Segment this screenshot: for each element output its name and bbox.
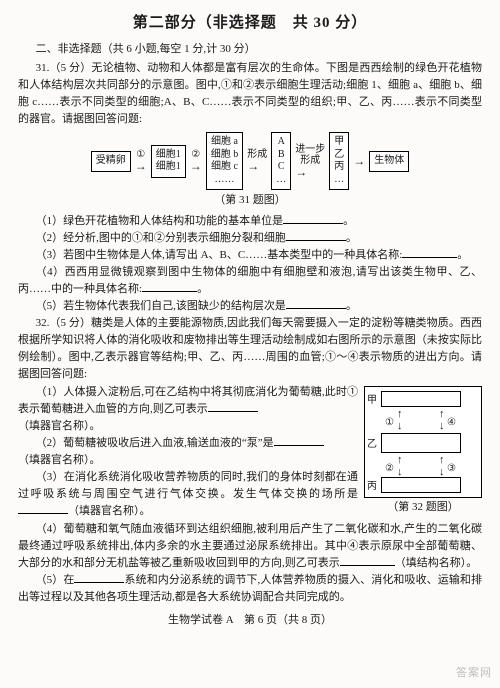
blank	[402, 247, 457, 257]
blank	[340, 556, 395, 566]
d31-arrow4-label: 进一步 形成	[295, 144, 325, 166]
q32-diagram: 甲 乙 丙 ↑ ↓ ① ↑ ↓ ④ ↑ ↓ ② ↑ ↓ ③ （第 32 题图）	[364, 386, 482, 519]
arrow-icon: →	[353, 155, 365, 168]
page-footer: 生物学试卷 A 第 6 页（共 8 页）	[18, 612, 482, 629]
q32-p5a: （5）在	[36, 574, 75, 586]
arrow-down-icon: ↓	[397, 421, 403, 432]
arrow-down-icon: ↓	[439, 467, 445, 478]
blank	[142, 281, 197, 291]
blank	[283, 213, 343, 223]
q31-diagram: 受精卵 ① → 细胞1 细胞1 ② → 细胞 a 细胞 b 细胞 c …… 形成…	[18, 132, 482, 190]
arrow-up-icon: ↑	[439, 455, 445, 466]
d31-node-2: 细胞1 细胞1	[151, 145, 186, 178]
arrow-icon: →	[295, 166, 307, 179]
arrow-up-icon: ↑	[397, 409, 403, 420]
watermark: 答案网	[456, 665, 492, 682]
q32-wrap: 32.（5 分）糖类是人体的主要能源物质,因此我们每天需要摄入一定的淀粉等糖类物…	[18, 315, 482, 606]
q32-p2-text: （2）葡萄糖被吸收后进入血液,输送血液的“泵”是	[36, 437, 274, 449]
blank	[286, 230, 346, 240]
blank	[208, 402, 258, 412]
q32-p5: （5）在系统和内分泌系统的调节下,人体营养物质的摄入、消化和吸收、运输和排出等过…	[18, 572, 482, 606]
d31-arrow-5: →	[353, 155, 365, 168]
q31-p5-text: （5）若生物体代表我们自己,该图缺少的结构层次是	[36, 300, 286, 312]
arrow-down-icon: ↓	[397, 467, 403, 478]
q31-p3: （3）若图中生物体是人体,请写出 A、B、C……基本类型中的一种具体名称: 。	[18, 247, 482, 264]
q31-p2-text: （2）经分析,图中的①和②分别表示细胞分裂和细胞	[36, 232, 286, 244]
arrow-icon: →	[135, 160, 147, 173]
q31-p1: （1）绿色开花植物和人体结构和功能的基本单位是 。	[18, 213, 482, 230]
q31-p5-tail: 。	[346, 300, 357, 312]
arrow-up-icon: ↑	[439, 409, 445, 420]
arrow-down-icon: ↓	[439, 421, 445, 432]
arrow-icon: →	[247, 160, 259, 173]
q31-p1-tail: 。	[343, 215, 354, 227]
d31-node-4: A B C …	[271, 132, 291, 190]
d32-box-yi	[381, 433, 461, 453]
q31-p3-text: （3）若图中生物体是人体,请写出 A、B、C……基本类型中的一种具体名称:	[36, 249, 403, 261]
d32-box-bing	[381, 477, 461, 493]
section-subtitle: 二、非选择题（共 6 小题,每空 1 分,计 30 分）	[18, 41, 482, 58]
q32-p1b: （填器官名称）。	[18, 420, 101, 432]
d32-c3: ③	[447, 461, 456, 477]
q31-p2: （2）经分析,图中的①和②分别表示细胞分裂和细胞 。	[18, 230, 482, 247]
blank	[18, 504, 68, 514]
d31-node-5: 甲 乙 丙 …	[329, 132, 349, 190]
q32-p3-text: （3）在消化系统消化吸收营养物质的同时,我们的身体时刻都在通过呼吸系统与周围空气…	[18, 471, 358, 500]
d31-arrow-4: 进一步 形成 →	[295, 144, 325, 179]
q32-p3b: （填器官名称）。	[68, 505, 151, 517]
arrow-icon: →	[190, 160, 202, 173]
d31-node-6: 生物体	[369, 151, 409, 172]
d32-lbl-bing: 丙	[367, 479, 377, 495]
d31-arrow-2: ② →	[190, 149, 202, 173]
q31-p4-text: （4）西西用显微镜观察到图中生物体的细胞中有细胞壁和液泡,请写出该类生物甲、乙、…	[18, 266, 482, 295]
q31-p2-tail: 。	[346, 232, 357, 244]
q31-p4: （4）西西用显微镜观察到图中生物体的细胞中有细胞壁和液泡,请写出该类生物甲、乙、…	[18, 264, 482, 298]
d31-node-3: 细胞 a 细胞 b 细胞 c ……	[206, 132, 244, 190]
q32-stem: 32.（5 分）糖类是人体的主要能源物质,因此我们每天需要摄入一定的淀粉等糖类物…	[18, 315, 482, 383]
q32-p2b: （填器官名称）。	[18, 454, 101, 466]
q32-p1-text: （1）人体摄入淀粉后,可在乙结构中将其彻底消化为葡萄糖,此时①表示葡萄糖进入血管…	[18, 386, 358, 415]
d32-box-jia	[381, 391, 461, 407]
q32-p4b: （填结构名称）。	[395, 557, 478, 569]
d32-c2: ②	[385, 461, 394, 477]
q32-diagram-frame: 甲 乙 丙 ↑ ↓ ① ↑ ↓ ④ ↑ ↓ ② ↑ ↓ ③	[364, 386, 482, 498]
blank	[274, 436, 324, 446]
d32-c4: ④	[447, 415, 456, 431]
q31-caption: （第 31 题图）	[18, 192, 482, 209]
q31-p1-text: （1）绿色开花植物和人体结构和功能的基本单位是	[36, 215, 284, 227]
d31-arrow-3: 形成 →	[247, 149, 267, 173]
d32-lbl-yi: 乙	[367, 437, 377, 453]
blank	[74, 573, 124, 583]
section-title: 第二部分（非选择题 共 30 分）	[18, 12, 482, 35]
q31-p4-tail: 。	[197, 283, 208, 295]
blank	[286, 298, 346, 308]
arrow-up-icon: ↑	[397, 455, 403, 466]
q31-stem: 31.（5 分）无论植物、动物和人体都是富有层次的生命体。下图是西西绘制的绿色开…	[18, 60, 482, 128]
q32-caption: （第 32 题图）	[364, 499, 482, 516]
d31-node-1: 受精卵	[91, 151, 131, 172]
q31-p5: （5）若生物体代表我们自己,该图缺少的结构层次是 。	[18, 298, 482, 315]
d31-arrow-1: ① →	[135, 149, 147, 173]
q32-p4: （4）葡萄糖和氧气随血液循环到达组织细胞,被利用后产生了二氧化碳和水,产生的二氧…	[18, 521, 482, 572]
d32-c1: ①	[385, 415, 394, 431]
d32-lbl-jia: 甲	[367, 393, 377, 409]
q31-p3-tail: 。	[457, 249, 468, 261]
